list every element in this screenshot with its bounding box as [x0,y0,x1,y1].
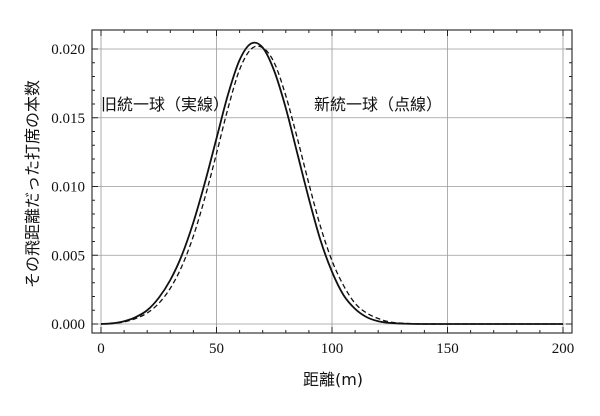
x-axis-title: 距離(m) [303,370,363,389]
x-tick-label: 50 [209,341,224,357]
tick-marks [92,30,572,333]
annotation-new-ball: 新統一球（点線） [314,95,442,114]
y-tick-label: 0.020 [51,42,85,58]
x-tick-labels: 0 50 100 150 200 [97,341,574,357]
y-tick-label: 0.010 [51,180,85,196]
old-ball-solid-line [100,41,563,325]
y-tick-label: 0.000 [51,317,85,333]
y-tick-label: 0.015 [51,111,85,127]
series-lines [100,41,563,325]
new-ball-dashed-line [100,45,563,325]
x-tick-label: 150 [436,341,459,357]
x-tick-label: 200 [552,341,575,357]
annotation-old-ball: 旧統一球（実線） [101,95,229,114]
y-tick-labels: 0.000 0.005 0.010 0.015 0.020 [51,42,85,333]
x-tick-label: 100 [321,341,344,357]
y-tick-label: 0.005 [51,248,85,264]
x-tick-label: 0 [97,341,105,357]
y-axis-title: その飛距離だった打席の本数 [23,80,42,288]
grid-lines [92,30,572,333]
plot-frame [91,29,573,334]
